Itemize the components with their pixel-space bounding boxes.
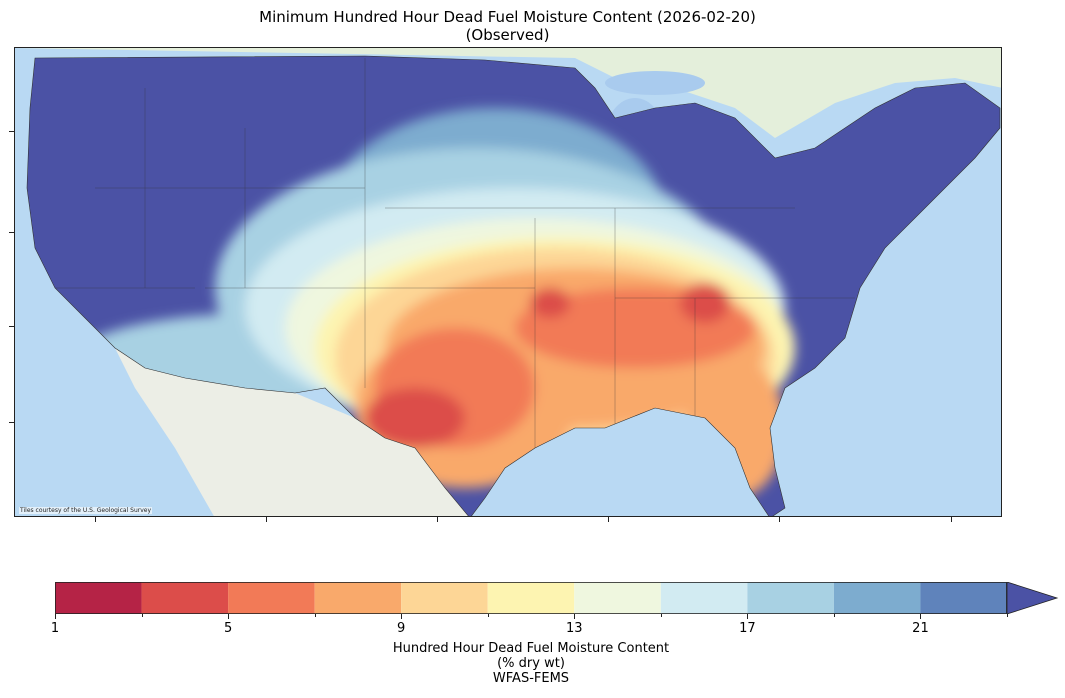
colorbar [55, 582, 1060, 614]
colorbar-bin [141, 582, 229, 614]
colorbar-units: (% dry wt) [497, 656, 565, 671]
map-panel[interactable]: Tiles courtesy of the U.S. Geological Su… [14, 47, 1002, 517]
mexico-land [115, 348, 469, 516]
colorbar-tick-label: 13 [565, 621, 583, 636]
colorbar-bin [401, 582, 488, 614]
colorbar-label: Hundred Hour Dead Fuel Moisture Content [392, 641, 670, 656]
colorbar-minor-tick [141, 614, 143, 617]
colorbar-minor-tick [314, 614, 316, 617]
colorbar-bin [228, 582, 315, 614]
colorbar-major-tick [747, 614, 749, 619]
colorbar-minor-tick [660, 614, 662, 617]
colorbar-graphic [55, 582, 1059, 614]
colorbar-bin [487, 582, 575, 614]
x-axis-tick [951, 517, 952, 522]
colorbar-major-tick [574, 614, 576, 619]
colorbar-tick-label: 1 [50, 621, 60, 636]
y-axis-tick [9, 232, 14, 233]
colorbar-bin [747, 582, 834, 614]
colorbar-bin [660, 582, 748, 614]
x-axis-tick [266, 517, 267, 522]
x-axis-tick [437, 517, 438, 522]
colorbar-bin [55, 582, 142, 614]
colorbar-outline [55, 582, 1007, 614]
colorbar-tick-label: 21 [912, 621, 929, 636]
y-axis-tick [9, 422, 14, 423]
fuel-moisture-map [15, 48, 1001, 516]
colorbar-major-tick [920, 614, 922, 619]
colorbar-major-tick [55, 614, 56, 619]
colorbar-minor-tick [1007, 614, 1008, 617]
x-axis-tick [779, 517, 780, 522]
colorbar-bin [920, 582, 1007, 614]
colorbar-source: WFAS-FEMS [492, 671, 570, 686]
lake-superior [605, 71, 705, 95]
colorbar-major-tick [401, 614, 403, 619]
x-axis-tick [608, 517, 609, 522]
map-title: Minimum Hundred Hour Dead Fuel Moisture … [259, 8, 756, 26]
y-axis-tick [9, 326, 14, 327]
y-axis-tick [9, 131, 14, 132]
x-axis-tick [95, 517, 96, 522]
colorbar-bin [574, 582, 661, 614]
colorbar-minor-tick [487, 614, 489, 617]
colorbar-bin [314, 582, 402, 614]
conus-outline [26, 55, 1001, 516]
moisture-field [27, 56, 1000, 516]
colorbar-major-tick [228, 614, 230, 619]
colorbar-extend-arrow [1006, 582, 1059, 614]
map-attribution: Tiles courtesy of the U.S. Geological Su… [19, 507, 153, 514]
colorbar-bin [833, 582, 921, 614]
colorbar-tick-label: 9 [397, 621, 406, 636]
canada-land [15, 48, 1001, 138]
colorbar-tick-label: 17 [739, 621, 756, 636]
colorbar-tick-label: 5 [223, 621, 233, 636]
map-subtitle: (Observed) [465, 26, 550, 44]
colorbar-minor-tick [833, 614, 835, 617]
